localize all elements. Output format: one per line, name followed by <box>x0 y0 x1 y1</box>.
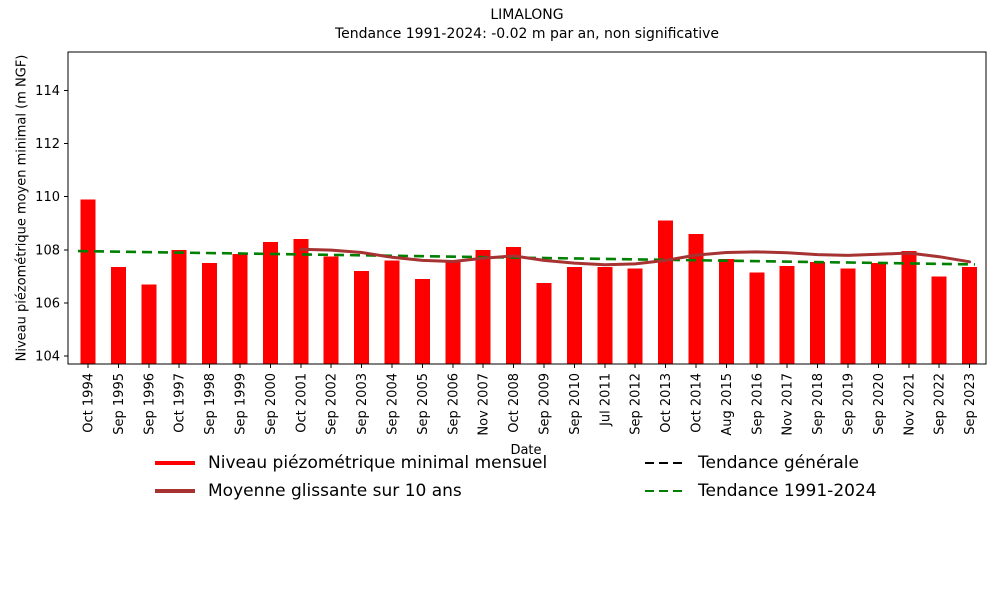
x-axis-tick-label: Sep 2016 <box>750 373 765 435</box>
bar <box>232 253 248 364</box>
x-axis-tick-label: Oct 2014 <box>690 373 705 433</box>
legend-item-moyenne-glissante: Moyenne glissante sur 10 ans <box>155 480 462 502</box>
legend-item-tendance-1991-2024: Tendance 1991-2024 <box>645 480 877 502</box>
y-axis-tick-label: 114 <box>35 84 60 99</box>
legend-label: Moyenne glissante sur 10 ans <box>208 481 462 501</box>
x-axis-tick-label: Sep 2022 <box>933 373 948 435</box>
chart-header: LIMALONG Tendance 1991-2024: -0.02 m par… <box>68 6 986 44</box>
bar <box>80 199 96 364</box>
x-axis-tick-label: Sep 2003 <box>355 373 370 435</box>
legend-label: Tendance 1991-2024 <box>698 481 877 501</box>
x-axis-tick-label: Jul 2011 <box>598 373 613 427</box>
bar <box>506 247 522 364</box>
bar <box>840 268 856 364</box>
legend-label: Tendance générale <box>698 453 859 473</box>
legend-item-tendance-generale: Tendance générale <box>645 452 859 474</box>
bar <box>962 267 978 364</box>
bar <box>718 259 734 364</box>
bar <box>354 271 370 364</box>
bar <box>141 284 157 364</box>
bar <box>566 267 582 364</box>
x-axis-tick-label: Sep 2012 <box>629 373 644 435</box>
y-axis-tick-label: 106 <box>35 296 60 311</box>
y-axis-tick-label: 108 <box>35 243 60 258</box>
x-axis-label: Date <box>510 443 542 458</box>
bar <box>110 267 126 364</box>
bar <box>262 241 278 364</box>
rolling-mean-line <box>299 247 972 267</box>
bar <box>323 256 339 364</box>
plot-frame <box>67 51 987 365</box>
chart-title: LIMALONG <box>490 7 564 23</box>
x-axis-tick-label: Sep 1999 <box>234 373 249 435</box>
bar <box>627 268 643 364</box>
bar <box>779 265 795 364</box>
x-axis-tick-label: Sep 2018 <box>811 373 826 435</box>
bar <box>870 263 886 364</box>
x-axis-tick-label: Oct 2008 <box>507 373 522 433</box>
bar <box>658 220 674 364</box>
x-axis-tick-label: Sep 1998 <box>203 373 218 435</box>
x-axis-tick-label: Sep 2010 <box>568 373 583 435</box>
legend-swatch-green-dashed-line <box>645 489 685 493</box>
bar <box>293 239 309 364</box>
x-axis-tick-label: Sep 2020 <box>872 373 887 435</box>
bar <box>931 276 947 364</box>
x-axis-tick-label: Sep 2000 <box>264 373 279 435</box>
y-axis-tick-label: 104 <box>35 350 60 365</box>
legend-swatch-brown-line <box>155 488 195 494</box>
x-axis-tick-label: Aug 2015 <box>720 373 735 436</box>
legend-label: Niveau piézométrique minimal mensuel <box>208 453 548 473</box>
x-axis-tick-label: Sep 1995 <box>112 373 127 435</box>
bar <box>597 267 613 364</box>
bar <box>475 249 491 364</box>
bar <box>384 260 400 364</box>
x-axis-tick-label: Sep 1996 <box>142 373 157 435</box>
bar <box>810 261 826 364</box>
x-axis-tick-label: Oct 2001 <box>294 373 309 433</box>
x-axis-tick-label: Sep 2004 <box>386 373 401 435</box>
y-axis-tick-label: 110 <box>35 190 60 205</box>
x-axis-tick-label: Nov 2017 <box>781 373 796 436</box>
x-axis-tick-label: Sep 2019 <box>842 373 857 435</box>
bar <box>749 272 765 364</box>
legend-swatch-red-line <box>155 460 195 466</box>
x-axis-tick-label: Nov 2021 <box>902 373 917 436</box>
bar <box>445 261 461 364</box>
x-axis-tick-label: Sep 2006 <box>446 373 461 435</box>
x-axis-tick-label: Nov 2007 <box>477 373 492 436</box>
bar <box>202 263 218 364</box>
y-axis-tick-label: 112 <box>35 137 60 152</box>
bar <box>536 283 552 364</box>
x-axis-tick-label: Sep 2002 <box>325 373 340 435</box>
x-axis-tick-label: Oct 1994 <box>82 373 97 433</box>
x-axis-tick-label: Sep 2005 <box>416 373 431 435</box>
x-axis-tick-label: Oct 1997 <box>173 373 188 433</box>
x-axis-tick-label: Oct 2013 <box>659 373 674 433</box>
bar <box>688 233 704 364</box>
bar <box>901 251 917 364</box>
y-axis-label: Niveau piézométrique moyen minimal (m NG… <box>14 54 30 362</box>
x-axis-tick-label: Sep 2023 <box>963 373 978 435</box>
x-axis-tick-label: Sep 2009 <box>538 373 553 435</box>
bar <box>414 279 430 364</box>
legend-item-niveau-mensuel: Niveau piézométrique minimal mensuel <box>155 452 547 474</box>
chart-subtitle: Tendance 1991-2024: -0.02 m par an, non … <box>335 26 719 42</box>
bar <box>171 249 187 364</box>
legend-swatch-black-dashed-line <box>645 461 685 465</box>
